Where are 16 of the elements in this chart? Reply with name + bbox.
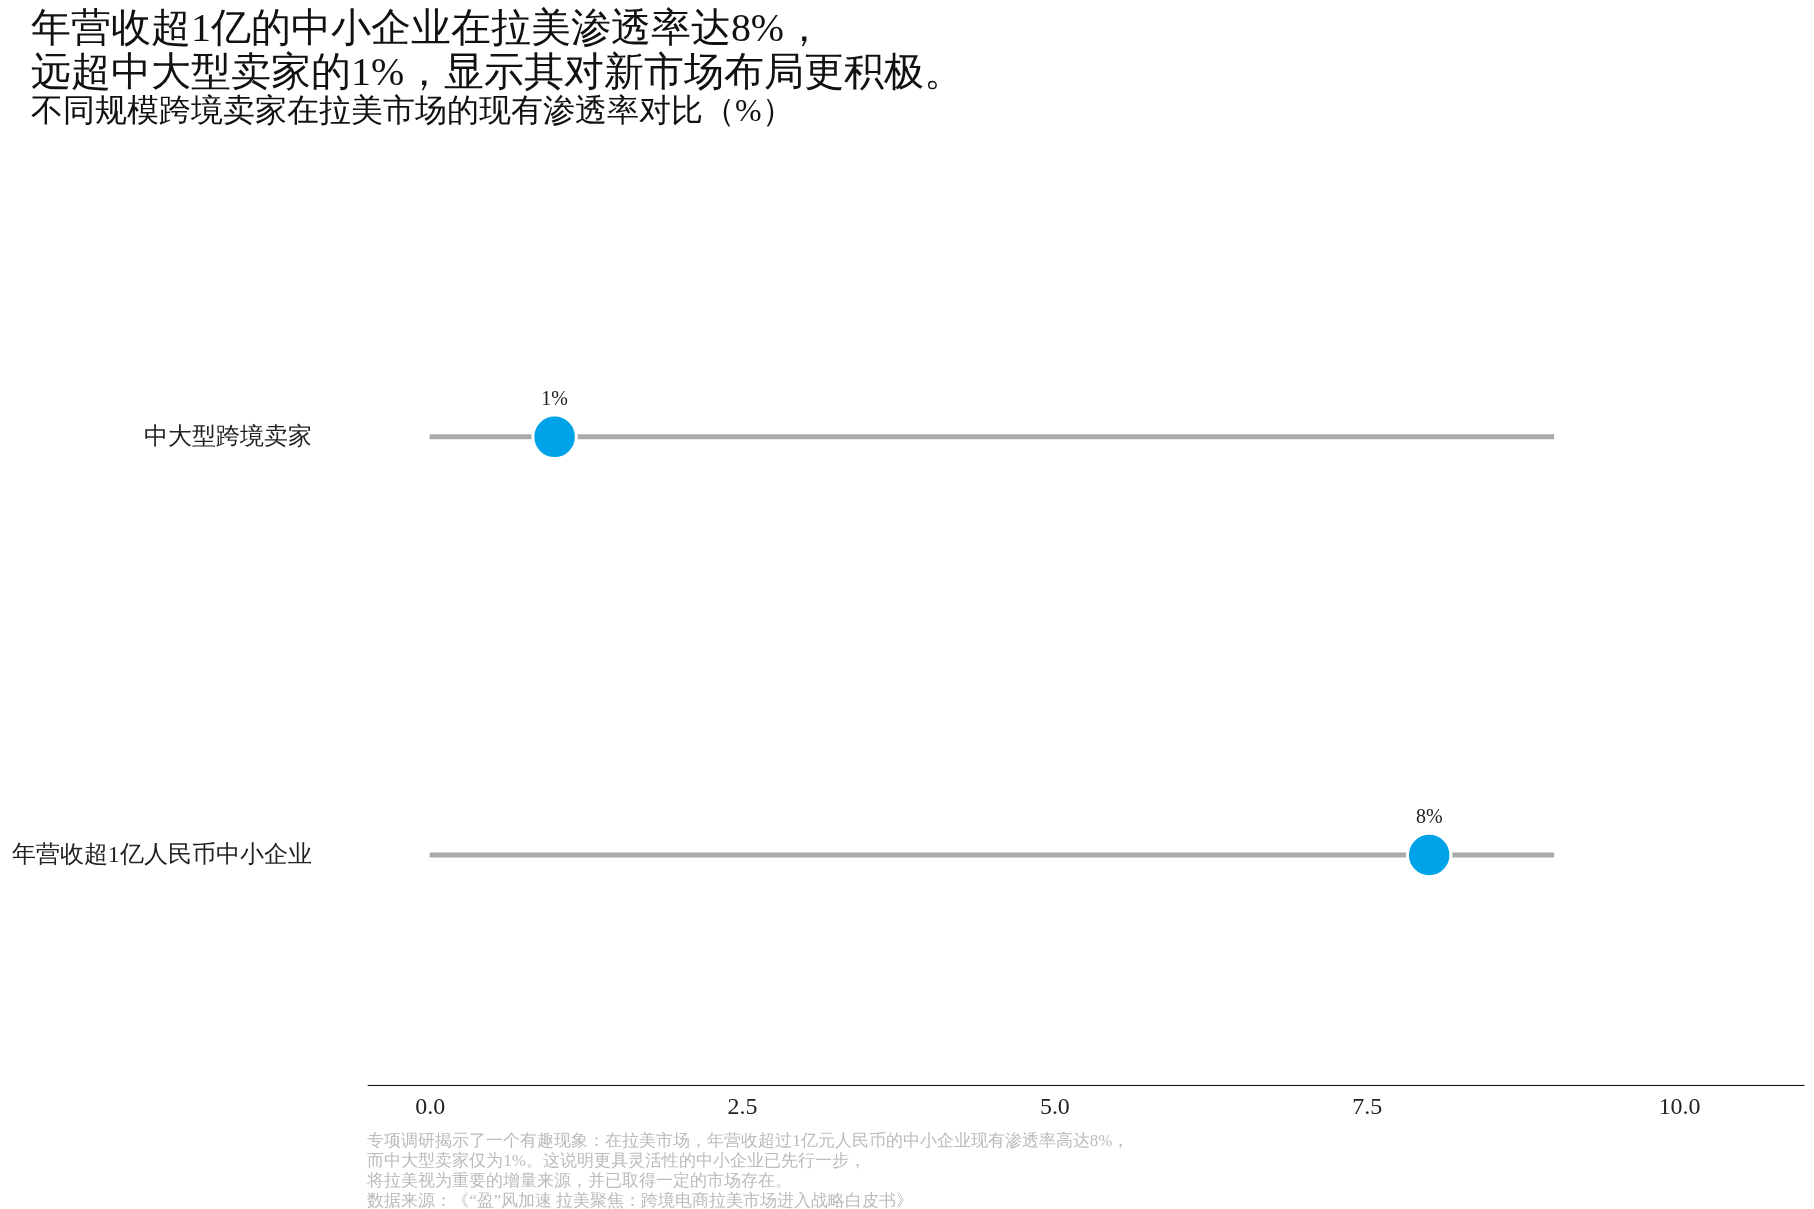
text: 远超中大型卖家的1%，显示其对新市场布局更积极。 — [30, 49, 965, 95]
x-tick-label: 5.0 — [1039, 1093, 1070, 1120]
y-tick-label: 年营收超1亿人民币中小企业 — [11, 841, 312, 868]
x-tick-label: 7.5 — [1352, 1093, 1383, 1120]
text: 而中大型卖家仅为1%。这说明更具灵活性的中小企业已先行一步， — [367, 1150, 866, 1170]
data-label: 1% — [541, 386, 568, 409]
x-tick-label: 10.0 — [1658, 1093, 1701, 1120]
source-note: 数据来源：《“盈”风加速 拉美聚焦：跨境电商拉美市场进入战略白皮书》 — [367, 1190, 914, 1209]
text: 将拉美视为重要的增量来源，并已取得一定的市场存在。 — [366, 1170, 793, 1190]
text: 专项调研揭示了一个有趣现象：在拉美市场，年营收超过1亿元人民币的中小企业现有渗透率高达8%， — [367, 1130, 1130, 1150]
text: 年营收超1亿的中小企业在拉美渗透率达8%， — [30, 5, 825, 51]
x-tick-label: 2.5 — [727, 1093, 758, 1120]
y-tick-label: 中大型跨境卖家 — [143, 423, 312, 450]
x-tick-label: 0.0 — [415, 1093, 446, 1120]
chart-subtitle: 不同规模跨境卖家在拉美市场的现有渗透率对比（%） — [30, 93, 794, 129]
data-label: 8% — [1415, 805, 1443, 828]
